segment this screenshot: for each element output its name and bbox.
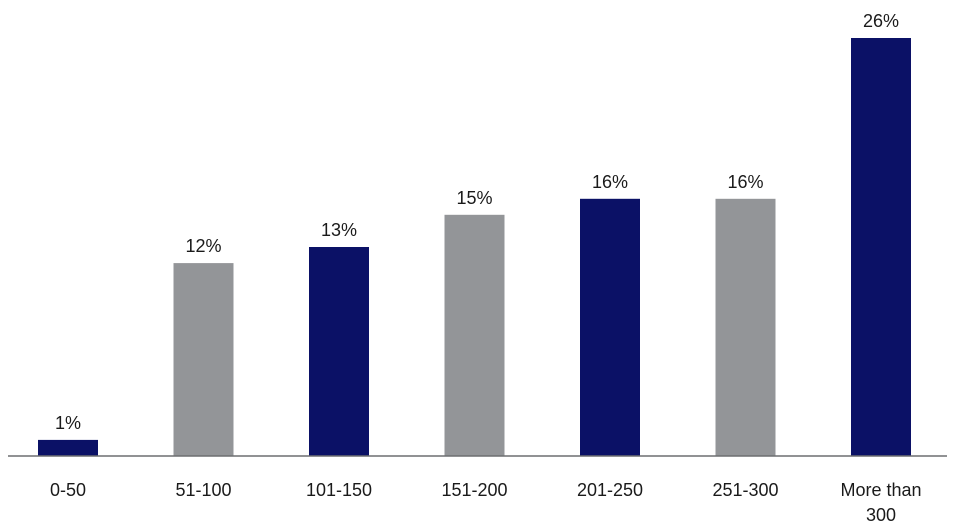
bar-more-than-300: [851, 38, 911, 456]
category-label-line: 201-250: [577, 480, 643, 500]
bar-201-250: [580, 198, 640, 457]
bar-251-300: [715, 198, 776, 457]
value-label: 1%: [55, 413, 81, 433]
value-label: 12%: [185, 236, 221, 256]
value-label: 16%: [592, 172, 628, 192]
category-label-line: 300: [866, 505, 896, 525]
value-labels-group: 1% 12% 13% 15% 16% 16% 26%: [55, 11, 899, 433]
bar-101-150: [309, 247, 369, 456]
category-labels-group: 0-50 51-100 101-150 151-200 201-250 251-300 Mo…: [50, 480, 922, 525]
category-label-line: 101-150: [306, 480, 372, 500]
category-label: 101-150: [306, 480, 372, 500]
value-label: 13%: [321, 220, 357, 240]
category-label: 201-250: [577, 480, 643, 500]
category-label: More than 300: [840, 480, 921, 525]
category-label: 0-50: [50, 480, 86, 500]
category-label-line: 151-200: [441, 480, 507, 500]
category-label-line: More than: [840, 480, 921, 500]
value-label: 15%: [456, 188, 492, 208]
bar-51-100: [173, 263, 234, 456]
category-label: 151-200: [441, 480, 507, 500]
category-label-line: 51-100: [175, 480, 231, 500]
category-label-line: 251-300: [712, 480, 778, 500]
bar-151-200: [444, 214, 505, 456]
category-label: 251-300: [712, 480, 778, 500]
bars-group: [38, 38, 911, 457]
category-label-line: 0-50: [50, 480, 86, 500]
category-label: 51-100: [175, 480, 231, 500]
value-label: 26%: [863, 11, 899, 31]
bar-0-50: [38, 439, 98, 456]
value-label: 16%: [727, 172, 763, 192]
